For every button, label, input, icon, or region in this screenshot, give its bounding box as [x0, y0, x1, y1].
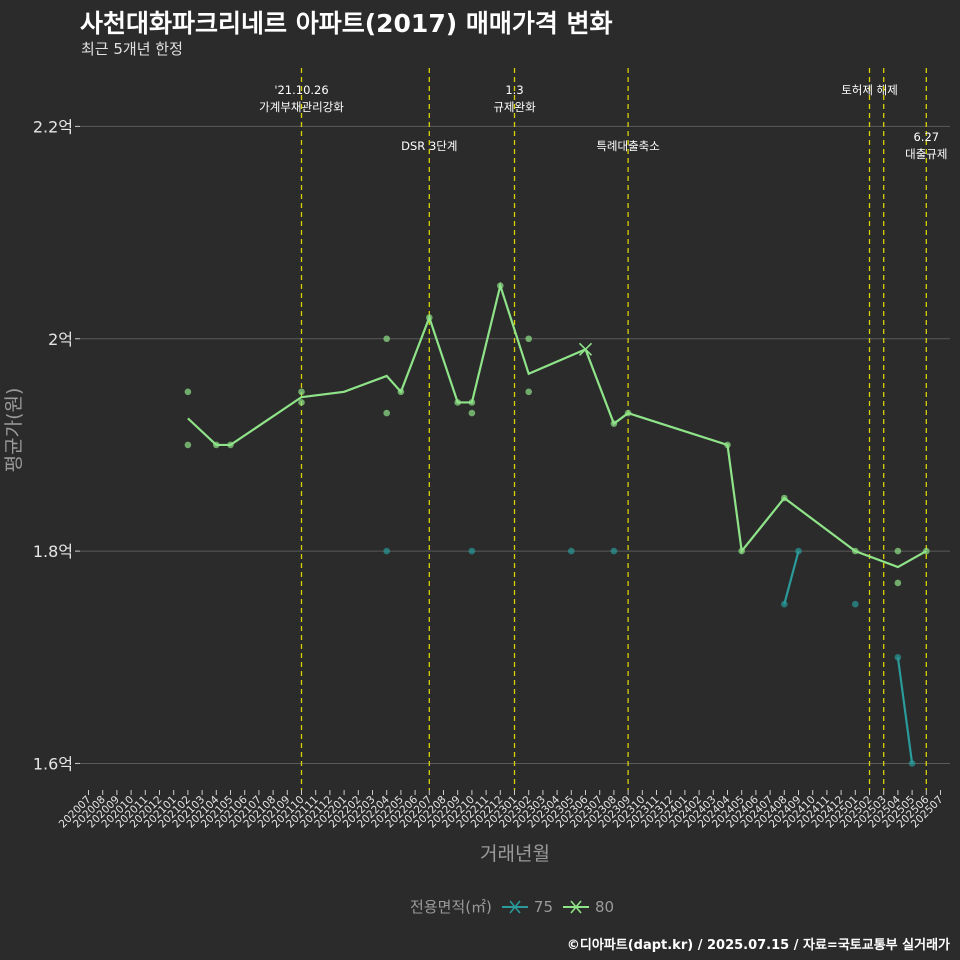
- chart-title: 사천대화파크리네르 아파트(2017) 매매가격 변화: [80, 9, 613, 38]
- y-axis-title: 평균가(원): [3, 388, 25, 473]
- event-label: 규제완화: [493, 100, 536, 114]
- point-80: [184, 441, 192, 449]
- legend-title: 전용면적(㎡): [410, 898, 492, 916]
- point-75: [568, 547, 575, 555]
- event-label: 1.3: [505, 83, 523, 97]
- point-75: [852, 600, 859, 608]
- point-80: [468, 409, 476, 417]
- event-label: 6.27: [913, 130, 939, 144]
- x-axis-title: 거래년월: [480, 843, 550, 865]
- point-80: [525, 335, 532, 343]
- series-line-75: [896, 657, 914, 764]
- y-tick-label: 1.6억: [33, 754, 73, 773]
- legend-key-80: [563, 899, 589, 915]
- legend: 전용면적(㎡) 75 80: [410, 896, 614, 917]
- point-80: [298, 388, 305, 396]
- point-80: [184, 388, 192, 396]
- source-caption: ©디아파트(dapt.kr) / 2025.07.15 / 자료=국토교통부 실…: [566, 938, 950, 953]
- point-75: [610, 547, 618, 555]
- event-label: DSR 3단계: [401, 139, 457, 153]
- legend-label-75: 75: [533, 897, 553, 916]
- y-tick-label: 2.2억: [33, 117, 73, 136]
- point-80: [525, 388, 532, 396]
- point-80: [298, 399, 305, 406]
- point-80: [894, 579, 902, 587]
- cross-marker: [578, 342, 593, 356]
- event-label: 대출규제: [905, 147, 947, 161]
- point-75: [383, 547, 391, 555]
- event-label: '21.10.26: [274, 83, 328, 97]
- chart-subtitle: 최근 5개년 한정: [81, 40, 183, 58]
- series-line-80: [187, 281, 927, 569]
- legend-key-75: [501, 899, 528, 915]
- y-tick-label: 2억: [48, 330, 73, 349]
- legend-label-80: 80: [595, 897, 615, 916]
- point-75: [468, 547, 476, 555]
- event-label: 토허제 해제: [841, 83, 898, 97]
- event-label: 가계부채관리강화: [259, 100, 344, 114]
- point-80: [894, 547, 902, 555]
- series-line-75: [783, 550, 800, 605]
- y-tick-label: 1.8억: [33, 542, 73, 561]
- event-label: 특례대출축소: [596, 139, 659, 153]
- point-80: [383, 409, 391, 417]
- point-80: [383, 335, 391, 343]
